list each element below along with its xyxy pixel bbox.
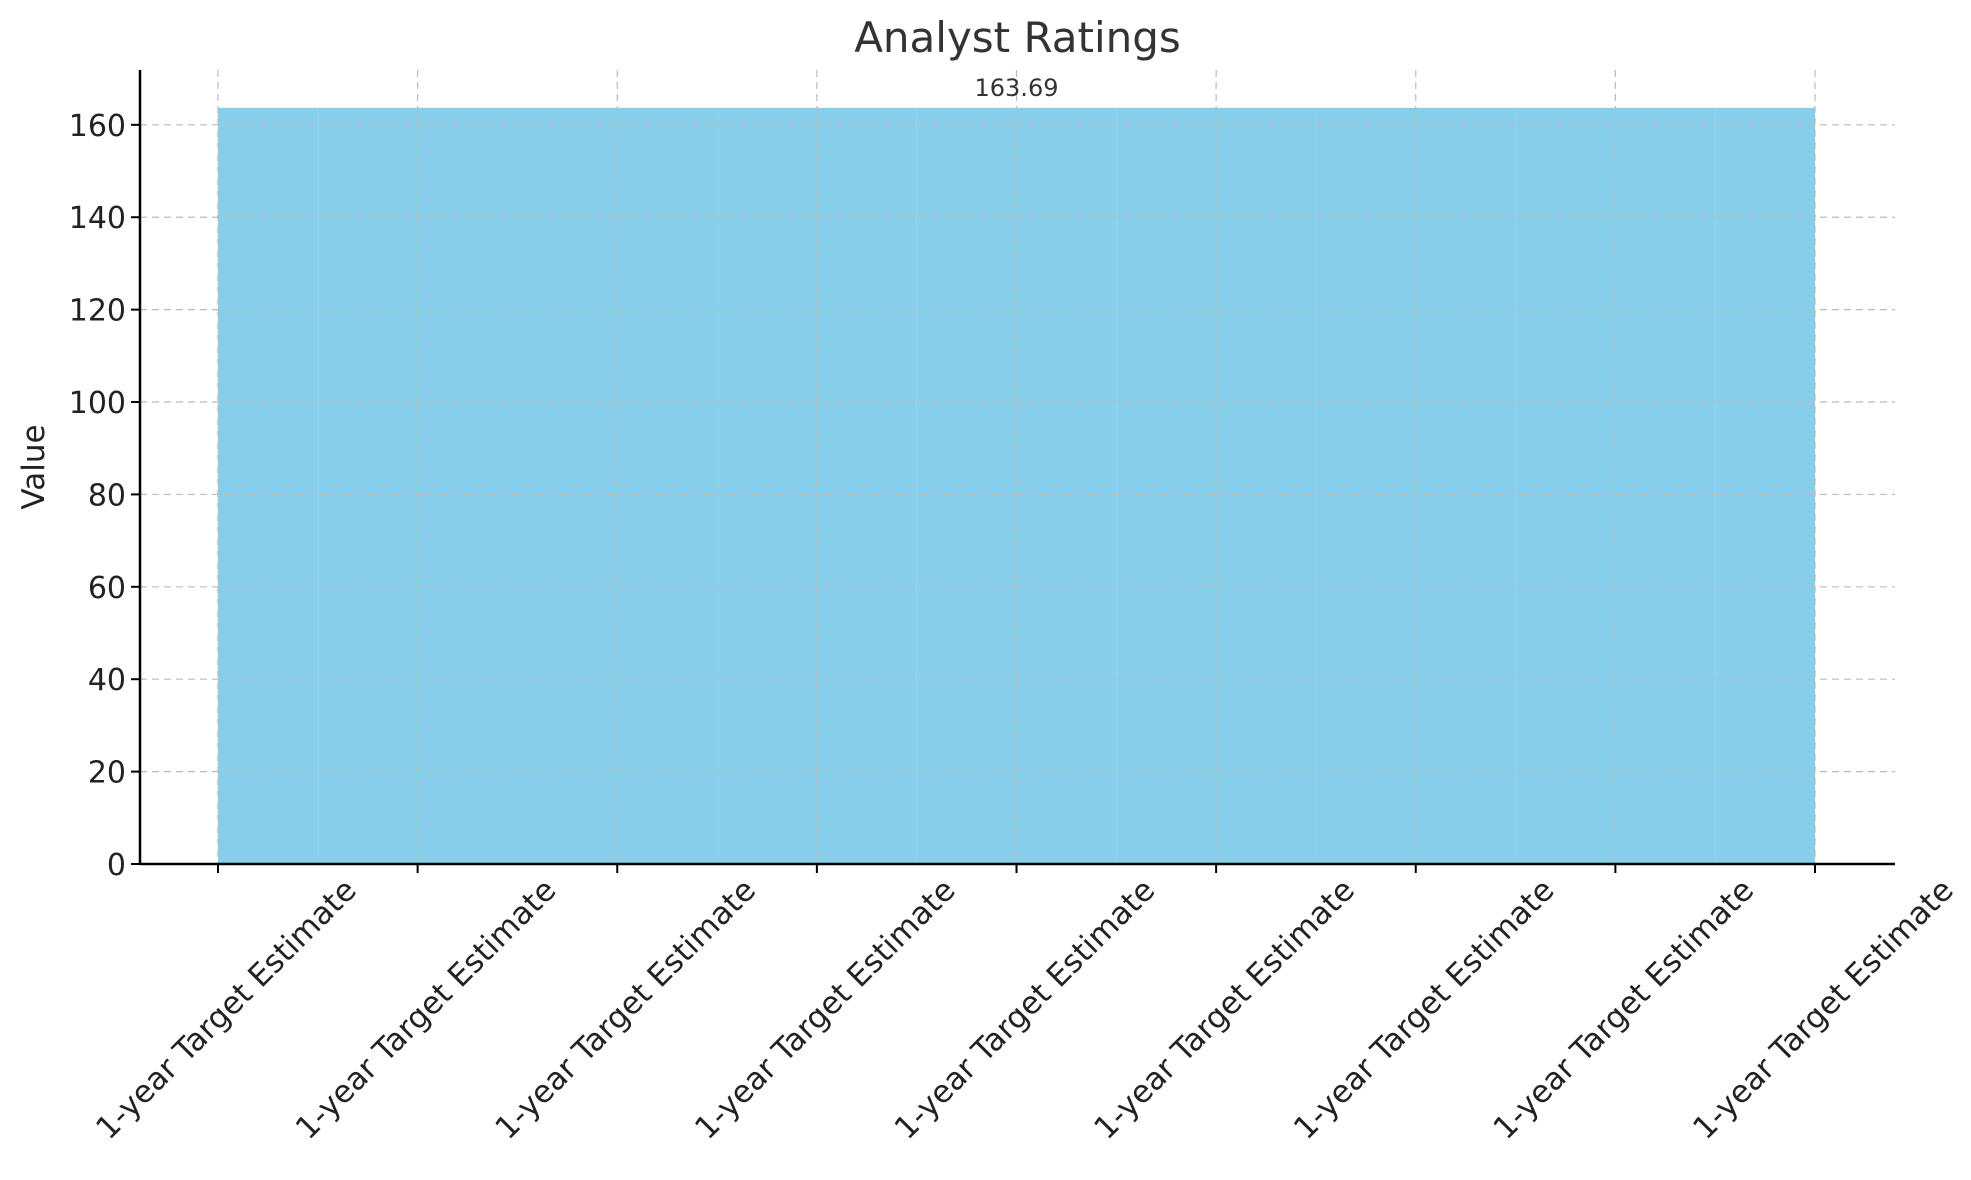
y-tick-label: 0 [107,848,126,883]
bar [1515,107,1716,864]
grid [140,70,1895,864]
y-tick-label: 160 [69,109,126,144]
bar [517,107,718,864]
y-tick-label: 140 [69,201,126,236]
bar [1315,107,1516,864]
y-tick-label: 100 [69,386,126,421]
bar [916,107,1117,864]
chart-title: Analyst Ratings [854,13,1181,62]
bar [317,107,518,864]
bar [218,107,318,864]
y-tick-label: 60 [88,571,126,606]
y-axis-label: Value [16,424,52,509]
y-tick-label: 20 [88,756,126,791]
bar [1715,107,1815,864]
y-tick-label: 40 [88,663,126,698]
bar [717,107,917,864]
bar-value-label: 163.69 [975,74,1059,102]
bar [1116,107,1316,864]
data-labels: 163.69 [975,74,1059,102]
y-ticks: 0 20 40 60 80 100 120 140 160 [69,109,140,883]
y-tick-label: 80 [88,478,126,513]
bars [218,107,1815,864]
y-tick-label: 120 [69,294,126,329]
